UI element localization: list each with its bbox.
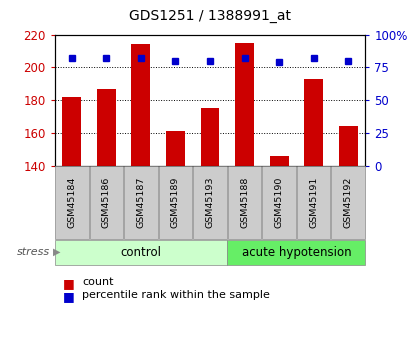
Bar <box>131 44 150 166</box>
Text: acute hypotension: acute hypotension <box>241 246 351 259</box>
Text: count: count <box>82 277 113 287</box>
FancyBboxPatch shape <box>55 240 227 265</box>
Bar <box>97 89 116 166</box>
FancyBboxPatch shape <box>228 166 261 239</box>
Text: GSM45188: GSM45188 <box>240 177 249 228</box>
Text: GSM45191: GSM45191 <box>309 177 318 228</box>
Text: GSM45184: GSM45184 <box>67 177 76 228</box>
Text: control: control <box>121 246 161 259</box>
Text: GSM45189: GSM45189 <box>171 177 180 228</box>
Text: ▶: ▶ <box>52 247 60 257</box>
Text: percentile rank within the sample: percentile rank within the sample <box>82 290 270 300</box>
Text: stress: stress <box>17 247 50 257</box>
FancyBboxPatch shape <box>124 166 158 239</box>
FancyBboxPatch shape <box>297 166 330 239</box>
Text: GSM45187: GSM45187 <box>136 177 145 228</box>
Text: ■: ■ <box>63 290 75 304</box>
Text: GSM45193: GSM45193 <box>205 177 215 228</box>
Bar <box>304 79 323 166</box>
FancyBboxPatch shape <box>227 240 365 265</box>
Bar <box>235 43 254 166</box>
Text: GSM45186: GSM45186 <box>102 177 111 228</box>
Bar <box>63 97 81 166</box>
Text: ■: ■ <box>63 277 75 290</box>
Text: GDS1251 / 1388991_at: GDS1251 / 1388991_at <box>129 9 291 23</box>
FancyBboxPatch shape <box>193 166 227 239</box>
FancyBboxPatch shape <box>262 166 296 239</box>
Bar <box>270 156 289 166</box>
Bar <box>200 108 220 166</box>
Text: GSM45192: GSM45192 <box>344 177 353 228</box>
Bar <box>166 131 185 166</box>
FancyBboxPatch shape <box>331 166 365 239</box>
FancyBboxPatch shape <box>90 166 123 239</box>
FancyBboxPatch shape <box>159 166 192 239</box>
Text: GSM45190: GSM45190 <box>275 177 284 228</box>
FancyBboxPatch shape <box>55 166 89 239</box>
Bar <box>339 126 357 166</box>
